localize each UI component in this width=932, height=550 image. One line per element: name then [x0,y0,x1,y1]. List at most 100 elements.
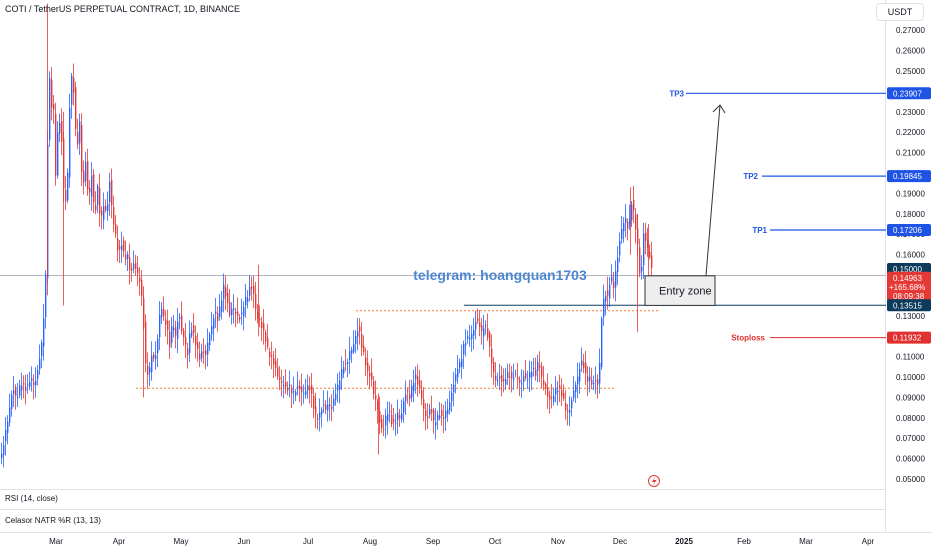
price-tick-label: 0.06000 [896,455,925,464]
candle-body [511,372,513,379]
candle-body [525,373,527,378]
candle-body [149,367,151,373]
price-tick-label: 0.13000 [896,312,925,321]
candle-body [593,382,595,384]
candle-body [507,372,509,379]
candle-body [493,361,495,373]
candle-body [469,337,471,340]
candle-body [269,351,271,358]
candle-body [203,351,205,353]
candle-body [21,385,23,391]
candle-body [201,351,203,358]
candle-body [321,409,323,415]
currency-button[interactable]: USDT [876,3,924,21]
candle-body [339,380,341,390]
candle-body [215,311,217,314]
candle-body [91,175,93,197]
date-tick-labels: Mar Apr May Jun Jul Aug Sep Oct Nov Dec 2025 Feb Mar… [49,537,874,546]
candle-body [183,330,185,338]
candle-body [527,379,529,381]
rsi-indicator-label[interactable]: RSI (14, close) [5,494,58,503]
date-tick-label: 2025 [675,537,693,546]
candle-body [275,360,277,368]
candle-body [317,418,319,420]
candle-body [69,107,71,178]
price-tick-label: 0.18000 [896,210,925,219]
candle-body [645,232,647,241]
candle-body [51,79,53,108]
candle-body [323,404,325,406]
candle-body [325,404,327,410]
candle-body [465,343,467,346]
candle-body [227,292,229,303]
candle-body [255,294,257,310]
target-arrow[interactable] [705,104,721,276]
candle-body [79,121,81,144]
candle-body [59,122,61,134]
candle-body [455,374,457,382]
candle-body [195,335,197,345]
candle-body [577,376,579,385]
candle-body [7,421,9,434]
candle-body [449,402,451,411]
candle-body [333,398,335,406]
candle-body [581,360,583,366]
candle-body [365,357,367,366]
candle-body [385,415,387,426]
lightning-icon[interactable] [648,475,660,487]
candle-body [83,170,85,183]
candle-body [251,287,253,289]
entry-zone-box[interactable] [644,275,716,306]
candle-body [627,221,629,229]
candle-body [145,321,147,364]
candle-body [445,410,447,418]
candle-body [461,358,463,367]
candle-body [565,403,567,411]
candle-body [157,338,159,353]
candle-body [245,297,247,306]
candle-body [617,257,619,272]
candle-body [87,160,89,190]
candle-body [569,410,571,413]
candle-body [345,363,347,365]
candle-body [169,331,171,348]
candle-body [517,377,519,380]
candle-body [319,412,321,418]
candle-body [431,409,433,413]
candle-body [523,376,525,383]
candle-body [533,367,535,369]
candle-body [639,247,641,274]
candle-body [133,263,135,269]
candle-body [279,376,281,380]
candle-body [513,377,515,380]
natr-pane-separator[interactable] [0,509,885,510]
candle-body [557,390,559,393]
candle-body [411,385,413,398]
candle-body [301,386,303,392]
candle-body [553,395,555,402]
natr-indicator-label[interactable]: Celasor NATR %R (13, 13) [5,516,101,525]
tp2-price-tag: 0.19845 [887,170,931,183]
candle-body [31,378,33,381]
candle-body [105,205,107,211]
candle-body [135,263,137,269]
candle-body [539,364,541,368]
candle-body [387,414,389,421]
candle-body [471,333,473,339]
candle-body [213,318,215,330]
candle-body [335,394,337,400]
svg-text:0.15000: 0.15000 [893,265,922,274]
candle-body [359,326,361,332]
candle-body [99,187,101,214]
candle-body [193,325,195,333]
candle-body [611,276,613,282]
candle-body [509,376,511,378]
symbol-title[interactable]: COTI / TetherUS PERPETUAL CONTRACT, 1D, … [5,4,241,14]
date-tick-label: Feb [737,537,751,546]
rsi-pane-separator[interactable] [0,489,885,490]
candle-body [299,385,301,390]
candle-body [181,315,183,332]
candle-body [479,322,481,328]
candle-body [643,233,645,266]
